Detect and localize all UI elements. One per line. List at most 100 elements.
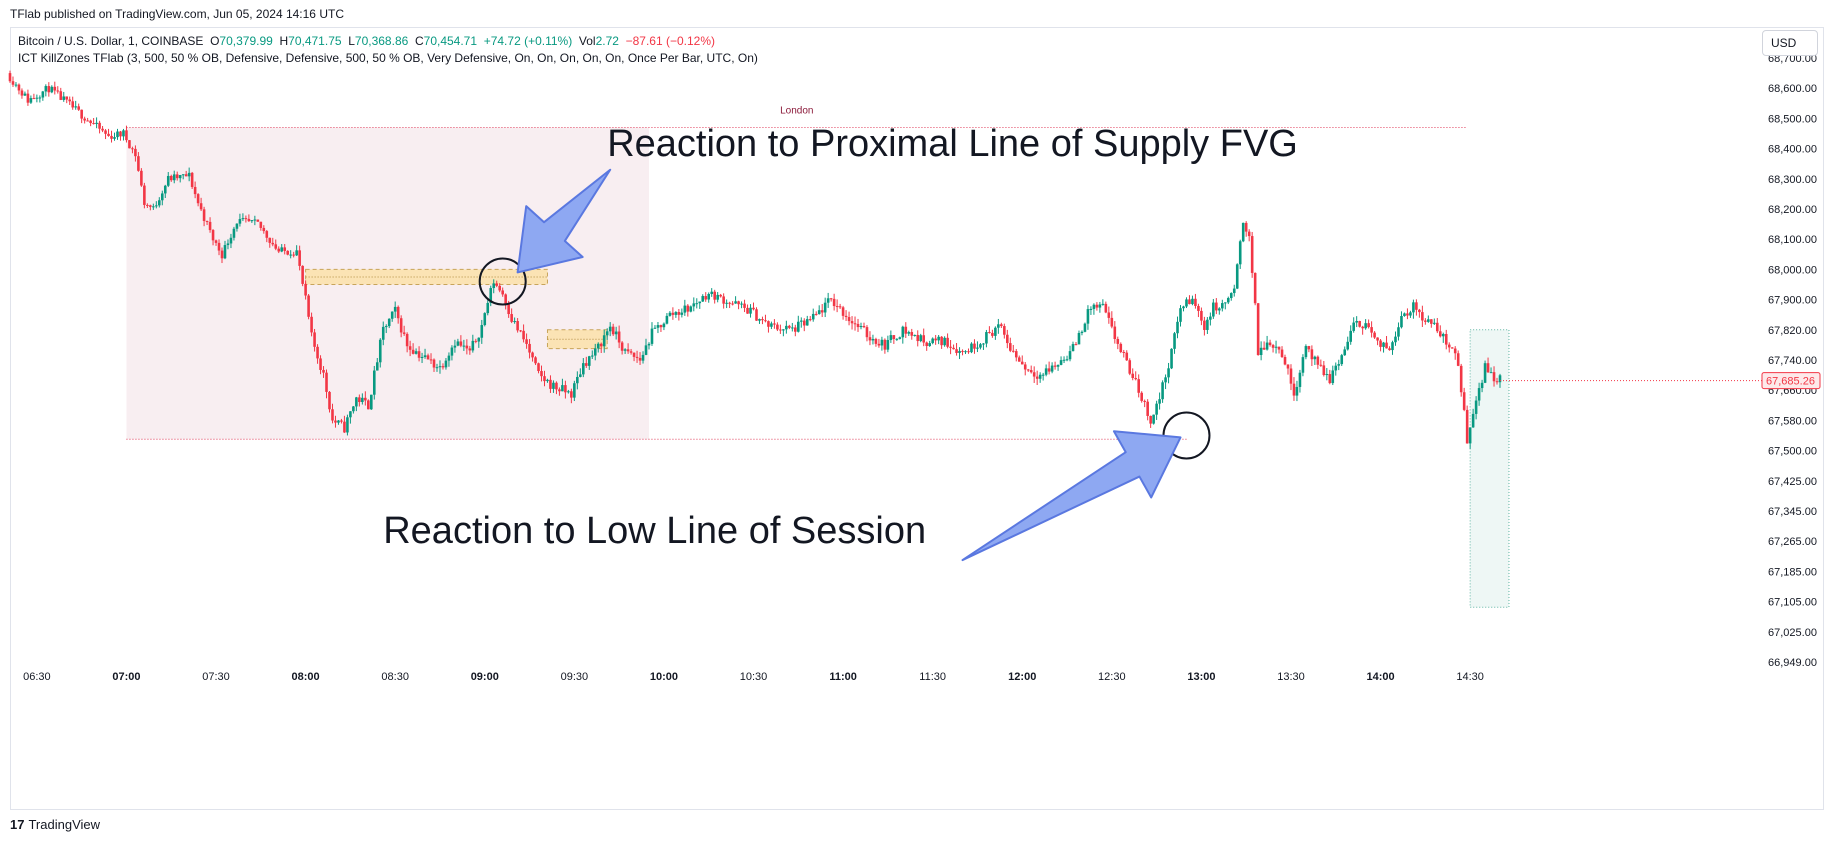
- candle-body: [1346, 341, 1350, 350]
- indicator-legend[interactable]: ICT KillZones TFlab (3, 500, 50 % OB, De…: [18, 51, 758, 65]
- candle-body: [552, 382, 555, 389]
- candle-body: [1218, 308, 1221, 311]
- candle-body: [238, 219, 242, 224]
- candle-body: [408, 346, 412, 350]
- candle-body: [262, 227, 266, 232]
- candle-body: [904, 326, 908, 334]
- candle-body: [1391, 342, 1394, 351]
- candle-body: [1325, 374, 1329, 376]
- candle-body: [1179, 308, 1182, 322]
- candle-body: [952, 347, 955, 350]
- candle-body: [602, 335, 606, 347]
- candle-body: [319, 358, 322, 370]
- candle-body: [782, 329, 785, 331]
- candle-body: [701, 296, 705, 302]
- candle-body: [1438, 331, 1442, 337]
- candle-body: [169, 175, 173, 181]
- candle-body: [322, 369, 325, 373]
- candle-body: [1003, 326, 1006, 335]
- candle-body: [1301, 357, 1305, 373]
- candle-body: [1486, 363, 1490, 373]
- candle-body: [838, 306, 842, 308]
- close-value: 70,454.71: [423, 34, 478, 48]
- candle-body: [405, 333, 409, 347]
- candle-body: [832, 298, 836, 307]
- candle-body: [1212, 302, 1215, 317]
- candle-body: [1424, 320, 1427, 322]
- candle-body: [286, 250, 289, 255]
- candle-body: [1459, 365, 1463, 393]
- candle-body: [1200, 310, 1203, 321]
- x-tick-label: 12:30: [1098, 671, 1126, 683]
- candle-body: [250, 220, 254, 222]
- candle-body: [695, 303, 699, 305]
- symbol-title[interactable]: Bitcoin / U.S. Dollar, 1, COINBASE: [18, 34, 204, 48]
- candle-body: [1304, 346, 1308, 358]
- candle-body: [731, 303, 734, 305]
- candle-body: [1367, 323, 1370, 328]
- candle-body: [1250, 236, 1254, 273]
- candle-body: [1289, 368, 1293, 384]
- next-session-box: [1469, 329, 1510, 608]
- candle-body: [423, 355, 427, 357]
- candle-body: [489, 288, 493, 303]
- candle-body: [1403, 313, 1406, 317]
- candle-body: [1000, 324, 1003, 327]
- candle-body: [426, 355, 430, 360]
- candle-body: [1415, 302, 1418, 310]
- y-tick-label: 68,600.00: [1768, 83, 1817, 95]
- candle-body: [886, 340, 890, 350]
- candle-body: [1122, 352, 1126, 354]
- candle-body: [1316, 356, 1320, 365]
- candle-body: [89, 120, 92, 124]
- candle-body: [1041, 374, 1045, 376]
- y-tick-label: 67,900.00: [1768, 295, 1817, 307]
- candle-body: [829, 298, 833, 300]
- candle-body: [653, 327, 657, 329]
- candle-body: [441, 366, 445, 368]
- candle-body: [247, 218, 251, 222]
- candle-body: [340, 420, 343, 422]
- high-value: 70,471.75: [288, 34, 342, 48]
- candle-body: [1418, 309, 1421, 313]
- candle-body: [967, 351, 970, 353]
- candle-body: [149, 205, 152, 207]
- fvg-reaction-arrow: [516, 168, 612, 274]
- candle-body: [1155, 403, 1158, 415]
- last-price-tag: [1761, 372, 1821, 390]
- candle-body: [361, 397, 364, 403]
- currency-selector[interactable]: USD: [1762, 30, 1818, 56]
- candle-body: [280, 247, 284, 252]
- candle-body: [35, 97, 39, 99]
- candle-body: [1343, 349, 1347, 356]
- candle-body: [919, 335, 923, 342]
- candle-body: [871, 338, 875, 341]
- candle-body: [1394, 336, 1397, 343]
- tradingview-footer[interactable]: 17 TradingView: [10, 817, 100, 832]
- candle-body: [614, 331, 618, 335]
- candle-body: [1313, 356, 1317, 360]
- candle-body: [991, 332, 994, 336]
- candle-body: [982, 343, 985, 345]
- candle-body: [558, 389, 561, 392]
- candle-body: [1307, 346, 1311, 350]
- candle-body: [187, 172, 191, 177]
- candle-body: [907, 332, 911, 334]
- candle-body: [868, 337, 872, 341]
- candle-body: [587, 356, 591, 366]
- candle-body: [1430, 319, 1433, 324]
- candle-body: [277, 248, 281, 252]
- candle-body: [325, 372, 328, 392]
- candle-body: [1014, 351, 1018, 358]
- candle-body: [1364, 323, 1367, 329]
- candle-body: [561, 385, 564, 392]
- candle-body: [477, 337, 481, 342]
- candle-body: [1265, 342, 1269, 350]
- candle-body: [785, 325, 788, 330]
- candle-body: [101, 128, 104, 131]
- candle-body: [1238, 241, 1242, 265]
- candle-body: [794, 327, 797, 332]
- candle-body: [1379, 340, 1382, 347]
- candle-body: [1068, 351, 1072, 360]
